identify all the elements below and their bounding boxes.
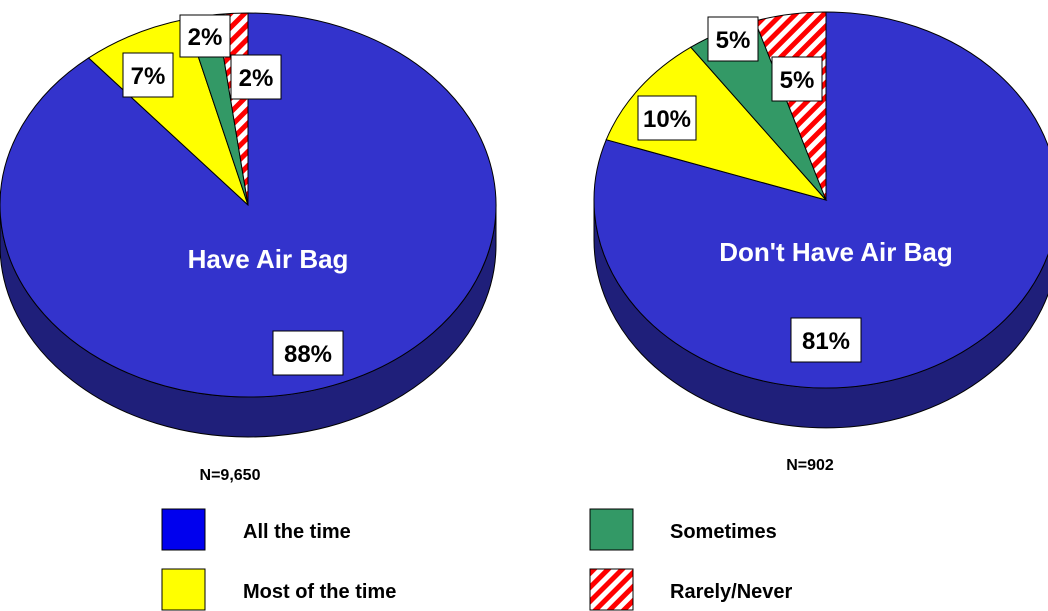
data-label-all-the-time-have-air-bag: 88% (272, 330, 344, 376)
data-label-sometimes-dont-have-air-bag: 5% (707, 16, 759, 62)
legend-swatch-all-the-time (161, 508, 206, 551)
sample-size-label-have-air-bag: N=9,650 (200, 467, 261, 484)
legend-label-rarely-never: Rarely/Never (670, 581, 793, 603)
legend-swatch-sometimes (589, 508, 634, 551)
svg-text:81%: 81% (802, 328, 850, 355)
legend-label-all-the-time: All the time (243, 521, 351, 543)
data-label-most-of-the-time-have-air-bag: 7% (122, 52, 174, 98)
pie-title-have-air-bag: Have Air Bag (188, 244, 349, 274)
legend-swatch-rarely-never (589, 568, 634, 611)
pie-title-dont-have-air-bag: Don't Have Air Bag (719, 237, 952, 267)
legend-label-most-of-the-time: Most of the time (243, 581, 396, 603)
svg-text:10%: 10% (643, 106, 691, 133)
legend: All the time Sometimes Most of the time … (161, 508, 793, 611)
pie-chart-have-air-bag: Have Air Bag 88% 7% 2% 2% (0, 12, 497, 438)
svg-text:5%: 5% (716, 27, 751, 54)
data-label-rarely-never-dont-have-air-bag: 5% (771, 56, 823, 102)
sample-size-label-dont-have-air-bag: N=902 (786, 457, 834, 474)
svg-text:7%: 7% (131, 63, 166, 90)
legend-swatch-most-of-the-time (161, 568, 206, 611)
data-label-rarely-never-have-air-bag: 2% (230, 54, 282, 100)
legend-label-sometimes: Sometimes (670, 521, 777, 543)
svg-text:5%: 5% (780, 67, 815, 94)
pie-slice-most-of-the-time-dont-have-air-bag (605, 46, 828, 201)
svg-text:2%: 2% (188, 24, 223, 51)
data-label-sometimes-have-air-bag: 2% (179, 14, 231, 58)
svg-text:88%: 88% (284, 341, 332, 368)
data-label-most-of-the-time-dont-have-air-bag: 10% (637, 95, 697, 141)
svg-text:2%: 2% (239, 65, 274, 92)
pie-slice-all-the-time-dont-have-air-bag (593, 11, 1048, 389)
pie-chart-dont-have-air-bag: Don't Have Air Bag 81% 10% 5% 5% (593, 11, 1048, 429)
data-label-all-the-time-dont-have-air-bag: 81% (790, 317, 862, 363)
